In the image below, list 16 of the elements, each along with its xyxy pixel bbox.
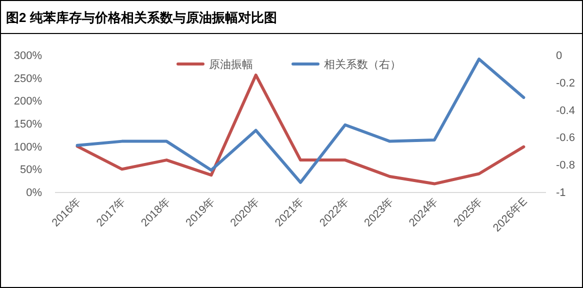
y-tick-label: 0%	[26, 187, 42, 199]
y-tick-label: 50%	[20, 164, 42, 176]
y2-tick-label: -0.2	[556, 77, 575, 90]
y2-tick-label: -0.8	[556, 160, 575, 172]
y-tick-label: 250%	[14, 72, 42, 85]
y-tick-label: 100%	[14, 141, 42, 154]
y-tick-label: 150%	[14, 118, 42, 130]
y-tick-label: 200%	[14, 96, 42, 108]
y2-tick-label: 0	[556, 50, 562, 62]
y-tick-label: 300%	[14, 50, 42, 62]
y2-tick-label: -1	[556, 187, 566, 199]
y2-tick-label: -0.4	[556, 104, 575, 117]
chart-title: 图2 纯苯库存与价格相关系数与原油振幅对比图	[6, 10, 277, 25]
legend-label: 相关系数（右）	[324, 58, 401, 71]
y2-tick-label: -0.6	[556, 132, 575, 144]
legend-label: 原油振幅	[209, 58, 253, 71]
